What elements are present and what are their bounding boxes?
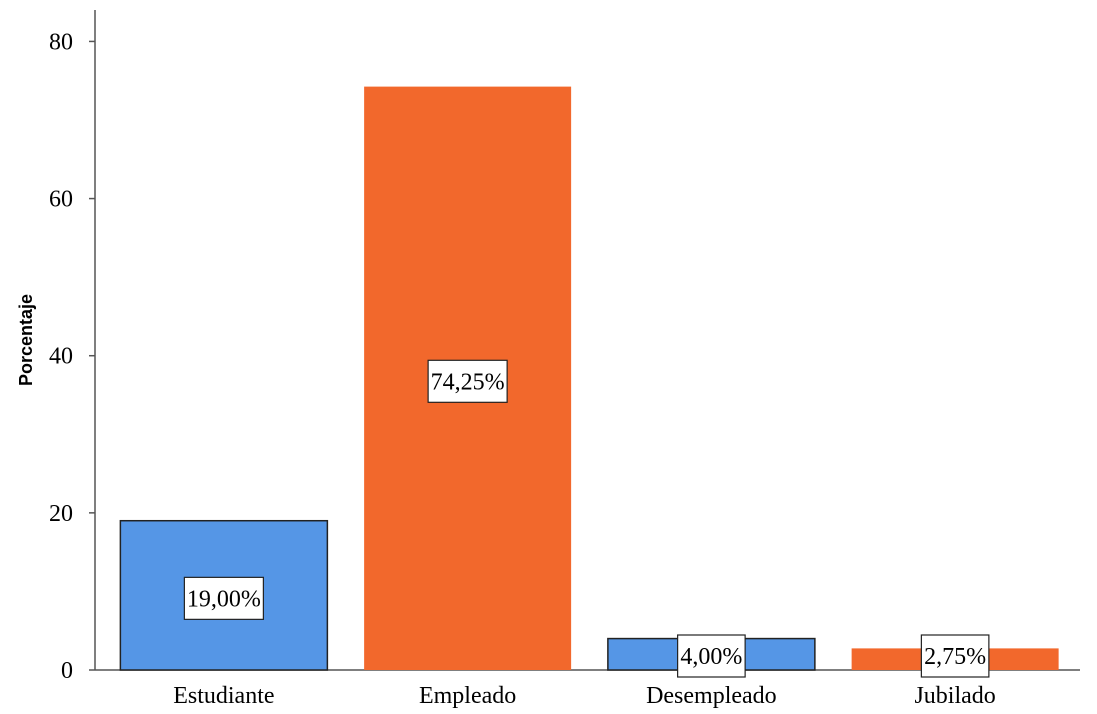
data-label: 2,75% <box>920 634 990 678</box>
data-label-text: 74,25% <box>431 369 505 395</box>
data-label: 74,25% <box>427 359 508 403</box>
data-label-text: 4,00% <box>680 644 742 670</box>
data-label-box <box>427 359 508 403</box>
category-labels: Estudiante Empleado Desempleado Jubilado <box>173 683 996 709</box>
data-label-box <box>677 634 746 678</box>
y-tick-label: 0 <box>61 658 73 684</box>
x-tick-label: Estudiante <box>173 683 274 709</box>
y-ticks: 0 20 40 60 80 <box>49 29 95 684</box>
y-axis-label: Porcentaje <box>16 294 36 386</box>
data-label-text: 2,75% <box>924 644 986 670</box>
y-tick-label: 60 <box>49 187 73 213</box>
x-tick-label: Desempleado <box>646 683 777 709</box>
x-tick-label: Empleado <box>419 683 516 709</box>
data-labels: 19,00% 74,25% 4,00% 2,75% <box>183 359 990 678</box>
y-tick-label: 40 <box>49 344 73 370</box>
data-label-box <box>183 576 264 620</box>
data-label: 4,00% <box>677 634 746 678</box>
x-tick-label: Jubilado <box>914 683 995 709</box>
data-label-text: 19,00% <box>187 586 261 612</box>
data-label: 19,00% <box>183 576 264 620</box>
y-tick-label: 20 <box>49 501 73 527</box>
data-label-box <box>920 634 990 678</box>
y-tick-label: 80 <box>49 29 73 55</box>
